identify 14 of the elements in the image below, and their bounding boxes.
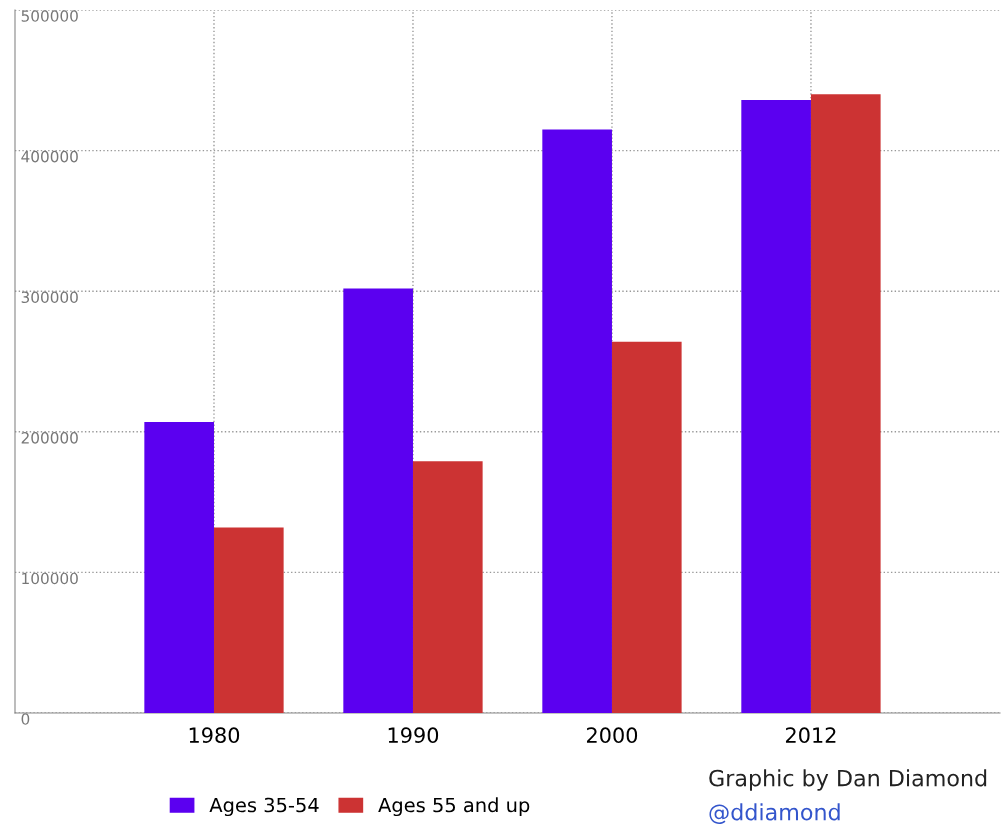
legend-label: Ages 55 and up (378, 797, 530, 817)
text: @ddiamond (709, 803, 840, 824)
y-tick-label: 400000 (21, 150, 78, 163)
x-tick-label: 2012 (785, 727, 836, 744)
y-tick-label: 0 (21, 713, 30, 725)
y-tick-label: 300000 (21, 291, 78, 304)
x-tick-label: 1980 (189, 727, 240, 744)
x-tick-label: 1990 (388, 727, 439, 744)
legend-label: Ages 35-54 (209, 797, 319, 817)
y-tick-label: 200000 (21, 432, 78, 444)
text: Graphic by Dan Diamond (709, 769, 987, 791)
y-tick-label: 100000 (22, 572, 78, 585)
x-tick-label: 2000 (586, 727, 638, 744)
y-tick-label: 500000 (21, 10, 78, 22)
